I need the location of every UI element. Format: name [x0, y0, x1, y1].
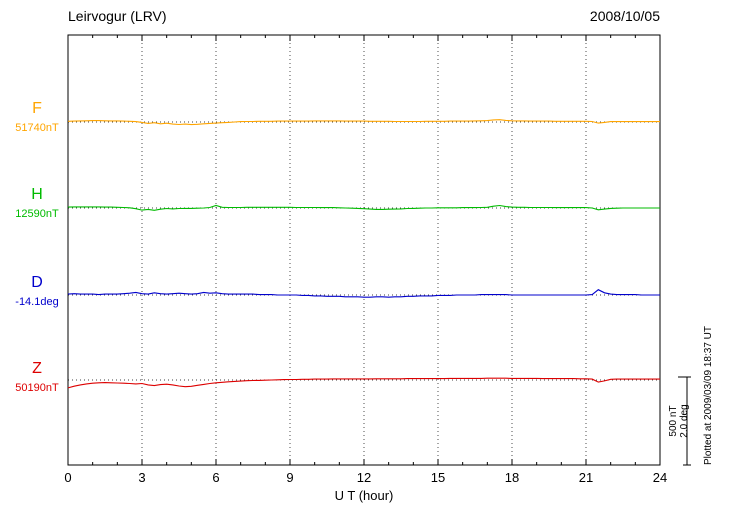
x-tick-label: 0: [64, 470, 71, 485]
x-tick-label: 6: [212, 470, 219, 485]
trace-letter-F: F: [32, 100, 42, 117]
trace-label-Z: Z 50190nT: [6, 360, 68, 394]
x-tick-label: 15: [431, 470, 445, 485]
trace-letter-H: H: [31, 186, 43, 203]
trace-baseline-value-H: 12590nT: [15, 208, 59, 220]
trace-label-F: F 51740nT: [6, 100, 68, 134]
x-tick-label: 9: [286, 470, 293, 485]
trace-label-D: D -14.1deg: [6, 274, 68, 308]
trace-F: [67, 119, 660, 126]
trace-D: [67, 289, 660, 298]
x-axis-label: U T (hour): [334, 488, 394, 503]
scale-nt-label: 500 nT: [668, 405, 679, 437]
trace-baseline-value-Z: 50190nT: [15, 382, 59, 394]
trace-label-H: H 12590nT: [6, 186, 68, 220]
x-tick-label: 12: [357, 470, 371, 485]
scale-deg-label: 2.0 deg: [679, 404, 690, 438]
trace-baseline-value-F: 51740nT: [15, 122, 59, 134]
x-tick-label: 24: [653, 470, 667, 485]
date-label: 2008/10/05: [589, 8, 660, 24]
page-title: Leirvogur (LRV): [68, 8, 167, 24]
x-tick-label: 3: [138, 470, 145, 485]
scale-bar-labels: 500 nT 2.0 deg: [668, 377, 690, 465]
x-tick-label: 21: [579, 470, 593, 485]
x-tick-label: 18: [505, 470, 519, 485]
trace-baseline-value-D: -14.1deg: [15, 296, 59, 308]
trace-Z: [67, 377, 660, 389]
trace-H: [67, 204, 660, 211]
plotted-at-note: Plotted at 2009/03/09 18:37 UT: [703, 326, 714, 465]
trace-letter-D: D: [31, 274, 43, 291]
trace-letter-Z: Z: [32, 360, 42, 377]
